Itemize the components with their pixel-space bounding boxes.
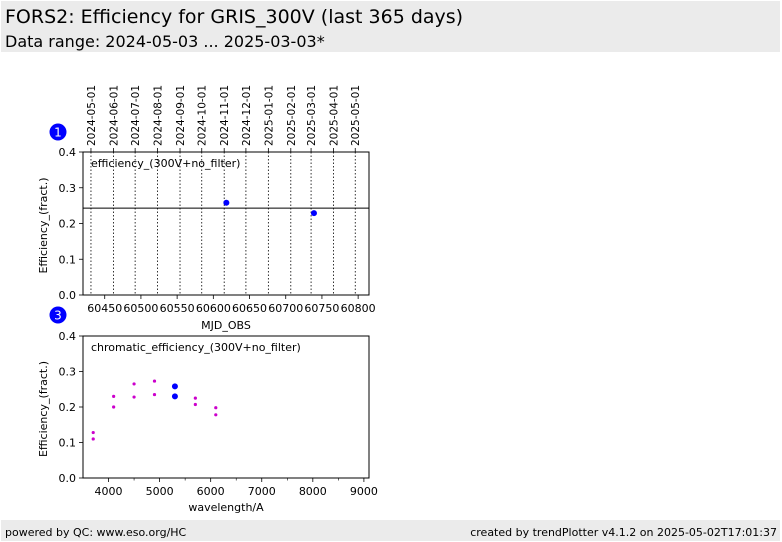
date-tick-label: 2024-12-01 bbox=[241, 85, 253, 146]
y-tick-label: 0.2 bbox=[59, 218, 77, 231]
page-title: FORS2: Efficiency for GRIS_300V (last 36… bbox=[5, 6, 464, 28]
date-tick-label: 2025-02-01 bbox=[286, 85, 298, 146]
x-tick-label: 9000 bbox=[350, 485, 378, 498]
chromatic-point-small bbox=[193, 396, 197, 400]
y-tick-label: 0.1 bbox=[59, 437, 77, 450]
footer-powered-by: powered by QC: www.eso.org/HC bbox=[5, 526, 187, 539]
chromatic-point-small bbox=[132, 382, 136, 386]
x-tick-label: 60750 bbox=[304, 302, 339, 315]
date-tick-label: 2024-06-01 bbox=[108, 85, 120, 146]
y-tick-label: 0.4 bbox=[59, 146, 77, 159]
y-axis-label: Efficiency_(fract.) bbox=[37, 177, 50, 273]
chromatic-point-small bbox=[112, 405, 116, 409]
panel3-annotation: chromatic_efficiency_(300V+no_filter) bbox=[91, 341, 301, 354]
chromatic-point-small bbox=[91, 437, 95, 441]
footer-created-by: created by trendPlotter v4.1.2 on 2025-0… bbox=[470, 526, 777, 539]
chromatic-point-small bbox=[132, 395, 136, 399]
chromatic-point-large bbox=[171, 383, 178, 390]
panel1-badge-number: 1 bbox=[54, 126, 62, 140]
chromatic-point-small bbox=[152, 379, 157, 383]
x-tick-label: 60650 bbox=[232, 302, 267, 315]
x-tick-label: 7000 bbox=[248, 485, 276, 498]
x-tick-label: 60450 bbox=[87, 302, 122, 315]
y-axis-label: Efficiency_(fract.) bbox=[37, 361, 50, 457]
x-axis-label: MJD_OBS bbox=[201, 319, 251, 332]
date-tick-label: 2024-09-01 bbox=[175, 85, 187, 146]
x-tick-label: 60700 bbox=[268, 302, 303, 315]
chromatic-point-small bbox=[112, 394, 116, 398]
chromatic-point-large bbox=[171, 393, 178, 400]
chromatic-point-small bbox=[152, 392, 157, 397]
chromatic-point-small bbox=[214, 413, 218, 417]
date-tick-label: 2024-07-01 bbox=[130, 85, 142, 146]
chromatic-point-small bbox=[91, 430, 95, 435]
y-tick-label: 0.4 bbox=[59, 330, 77, 343]
y-tick-label: 0.2 bbox=[59, 401, 77, 414]
panel3-frame bbox=[82, 335, 370, 479]
date-tick-label: 2025-03-01 bbox=[306, 85, 318, 146]
panel1-annotation: efficiency_(300V+no_filter) bbox=[91, 157, 240, 170]
data-point bbox=[223, 199, 230, 206]
y-tick-label: 0.3 bbox=[59, 182, 77, 195]
x-tick-label: 60550 bbox=[160, 302, 195, 315]
date-tick-label: 2025-04-01 bbox=[329, 85, 341, 146]
chromatic-point-small bbox=[193, 402, 197, 407]
chromatic-point-small bbox=[214, 406, 218, 410]
x-tick-label: 4000 bbox=[95, 485, 123, 498]
header-bar: FORS2: Efficiency for GRIS_300V (last 36… bbox=[1, 1, 780, 52]
x-tick-label: 60600 bbox=[196, 302, 231, 315]
x-tick-label: 60500 bbox=[123, 302, 158, 315]
x-axis-label: wavelength/A bbox=[188, 501, 264, 514]
x-tick-label: 6000 bbox=[197, 485, 225, 498]
y-tick-label: 0.0 bbox=[59, 472, 77, 485]
date-tick-label: 2024-08-01 bbox=[153, 85, 165, 146]
date-tick-label: 2024-05-01 bbox=[86, 85, 98, 146]
y-tick-label: 0.1 bbox=[59, 253, 77, 266]
x-tick-label: 8000 bbox=[299, 485, 327, 498]
y-tick-label: 0.3 bbox=[59, 366, 77, 379]
x-tick-label: 5000 bbox=[146, 485, 174, 498]
panel1-badge bbox=[49, 123, 67, 141]
date-tick-label: 2025-01-01 bbox=[263, 85, 275, 146]
date-tick-label: 2024-10-01 bbox=[197, 85, 209, 146]
date-tick-label: 2025-05-01 bbox=[350, 85, 362, 146]
footer-bar: powered by QC: www.eso.org/HC created by… bbox=[1, 520, 780, 541]
panel3-badge-number: 3 bbox=[54, 309, 62, 323]
date-tick-label: 2024-11-01 bbox=[219, 85, 231, 146]
data-range-subtitle: Data range: 2024-05-03 ... 2025-03-03* bbox=[5, 32, 325, 51]
data-point bbox=[310, 210, 317, 217]
y-tick-label: 0.0 bbox=[59, 289, 77, 302]
panel3-badge bbox=[49, 306, 67, 324]
panel1-frame bbox=[82, 151, 370, 296]
x-tick-label: 60800 bbox=[341, 302, 376, 315]
